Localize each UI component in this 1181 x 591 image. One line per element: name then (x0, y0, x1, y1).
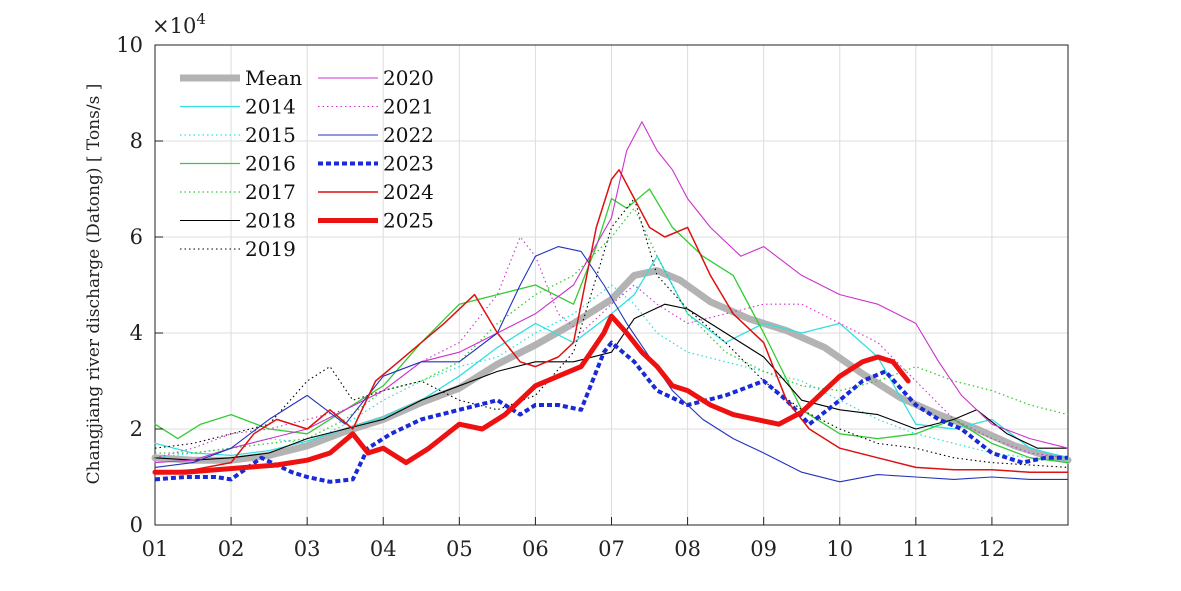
legend-label: 2025 (383, 209, 434, 233)
series-group (151, 121, 1072, 484)
x-tick-label: 02 (218, 537, 245, 561)
y-tick-label: 0 (130, 513, 143, 537)
x-tick-label: 10 (826, 537, 853, 561)
series-line-2024 (154, 169, 1069, 473)
series-layer (151, 121, 1072, 484)
legend-entry-2015: 2015 (180, 123, 296, 147)
series-line-2023 (154, 340, 1068, 484)
legend-entry-2017: 2017 (180, 180, 296, 204)
legend: Mean 2014 2015 2016 2017 2018 2019 2020 2021 2022… (180, 66, 434, 261)
legend-entry-2022: 2022 (318, 123, 434, 147)
legend-label: Mean (245, 66, 302, 90)
series-line-mean (151, 267, 1072, 464)
x-tick-label: 11 (902, 537, 929, 561)
legend-entry-mean: Mean (180, 66, 302, 90)
legend-label: 2021 (383, 95, 434, 119)
series-line-2014 (154, 255, 1069, 459)
y-axis-label: Changjiang river discharge (Datong) [ To… (84, 84, 104, 485)
series-line-2020 (154, 121, 1069, 464)
legend-entry-2019: 2019 (180, 237, 296, 261)
y-tick-label: 6 (130, 225, 143, 249)
legend-label: 2016 (245, 152, 296, 176)
x-tick-label: 12 (979, 537, 1006, 561)
x-tick-label: 04 (370, 537, 397, 561)
legend-entry-2020: 2020 (318, 66, 434, 90)
legend-entry-2021: 2021 (318, 95, 434, 119)
x-tick-label: 05 (446, 537, 473, 561)
legend-entry-2018: 2018 (180, 209, 296, 233)
legend-entry-2025: 2025 (318, 209, 434, 233)
legend-label: 2014 (245, 95, 296, 119)
y-tick-label: 10 (116, 33, 143, 57)
legend-label: 2018 (245, 209, 296, 233)
series-line-2021 (154, 236, 1069, 459)
x-tick-label: 07 (598, 537, 625, 561)
x-tick-label: 06 (522, 537, 549, 561)
legend-label: 2023 (383, 152, 434, 176)
legend-entry-2023: 2023 (318, 152, 434, 176)
legend-label: 2024 (383, 180, 434, 204)
legend-label: 2017 (245, 180, 296, 204)
y-tick-label: 8 (130, 129, 143, 153)
legend-label: 2015 (245, 123, 296, 147)
x-tick-label: 09 (750, 537, 777, 561)
legend-entry-2014: 2014 (180, 95, 296, 119)
legend-label: 2020 (383, 66, 434, 90)
x-tick-label: 01 (142, 537, 169, 561)
y-tick-label: 2 (130, 417, 143, 441)
series-line-2017 (155, 207, 1069, 454)
y-multiplier-base: ×10 (152, 14, 196, 38)
legend-label: 2022 (383, 123, 434, 147)
y-tick-label: 4 (130, 321, 143, 345)
series-line-2025 (152, 313, 911, 475)
y-multiplier: ×104 (152, 10, 206, 38)
series-line-2022 (154, 246, 1069, 483)
legend-entry-2024: 2024 (318, 180, 434, 204)
legend-entry-2016: 2016 (180, 152, 296, 176)
x-tick-label: 03 (294, 537, 321, 561)
x-tick-label: 08 (674, 537, 701, 561)
y-multiplier-exponent: 4 (196, 10, 206, 28)
legend-label: 2019 (245, 237, 296, 261)
